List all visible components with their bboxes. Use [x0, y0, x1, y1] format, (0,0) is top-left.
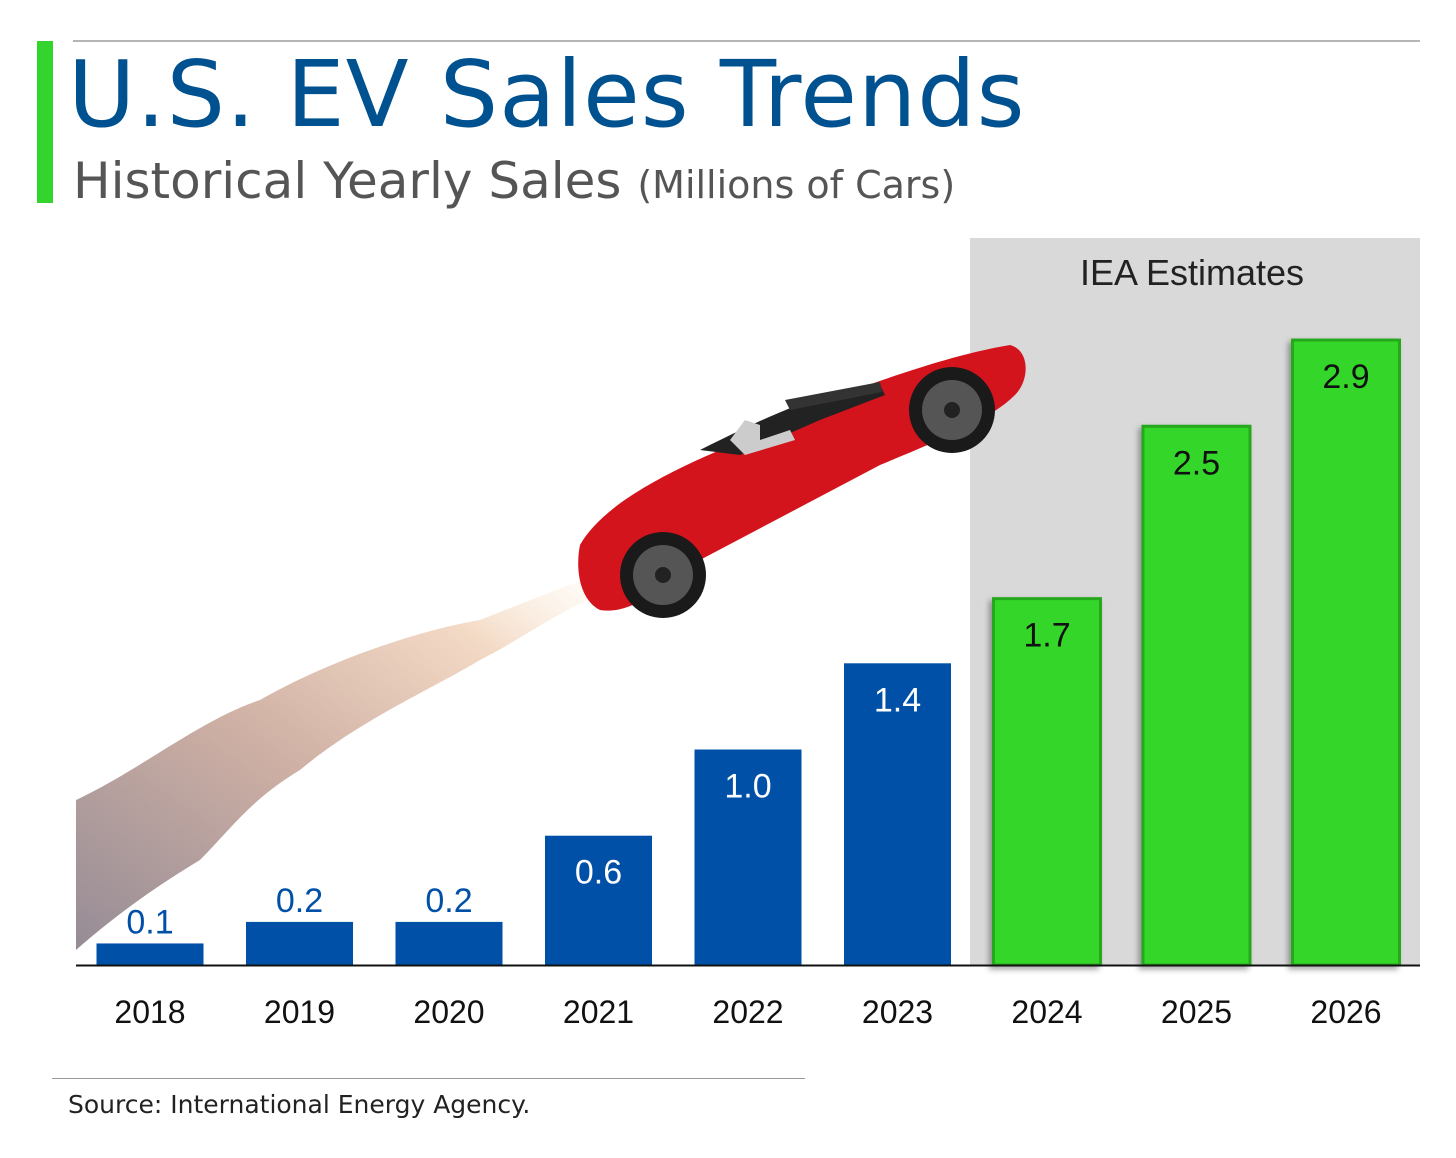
red-roadster-icon [578, 345, 1026, 618]
data-label-2019: 0.2 [276, 882, 323, 920]
top-rule [73, 40, 1420, 42]
bar-2022 [694, 749, 802, 965]
data-label-2021: 0.6 [575, 854, 622, 892]
bar-2019 [246, 921, 353, 965]
x-tick-label-2019: 2019 [264, 994, 335, 1030]
accent-bar [37, 41, 53, 203]
data-label-2024: 1.7 [1023, 617, 1070, 655]
x-tick-label-2026: 2026 [1310, 994, 1381, 1030]
x-tick-label-2024: 2024 [1011, 994, 1082, 1030]
bar-2024 [992, 597, 1102, 967]
x-tick-label-2021: 2021 [563, 994, 634, 1030]
data-label-2020: 0.2 [425, 882, 472, 920]
bar-2023 [844, 663, 951, 965]
x-tick-label-2018: 2018 [114, 994, 185, 1030]
subtitle-unit: (Millions of Cars) [637, 163, 956, 207]
source-rule [52, 1078, 805, 1079]
chart-subtitle: Historical Yearly Sales (Millions of Car… [73, 152, 955, 210]
data-label-2025: 2.5 [1173, 444, 1220, 482]
data-label-2018: 0.1 [126, 903, 173, 941]
iea-estimates-label: IEA Estimates [1080, 252, 1304, 293]
x-tick-label-2022: 2022 [712, 994, 783, 1030]
source-note: Source: International Energy Agency. [68, 1090, 531, 1119]
bar-2018 [96, 943, 204, 965]
rocket-exhaust-plume [76, 575, 600, 950]
x-tick-label-2020: 2020 [413, 994, 484, 1030]
x-tick-label-2023: 2023 [862, 994, 933, 1030]
data-label-2022: 1.0 [724, 768, 771, 806]
chart-title: U.S. EV Sales Trends [68, 41, 1026, 148]
subtitle-text: Historical Yearly Sales [73, 152, 622, 210]
bar-2026 [1291, 338, 1401, 967]
bar-2021 [545, 835, 652, 965]
bar-2025 [1141, 424, 1252, 967]
data-label-2026: 2.9 [1322, 358, 1369, 396]
data-label-2023: 1.4 [874, 681, 921, 719]
x-tick-label-2025: 2025 [1161, 994, 1232, 1030]
bar-2020 [395, 921, 503, 965]
